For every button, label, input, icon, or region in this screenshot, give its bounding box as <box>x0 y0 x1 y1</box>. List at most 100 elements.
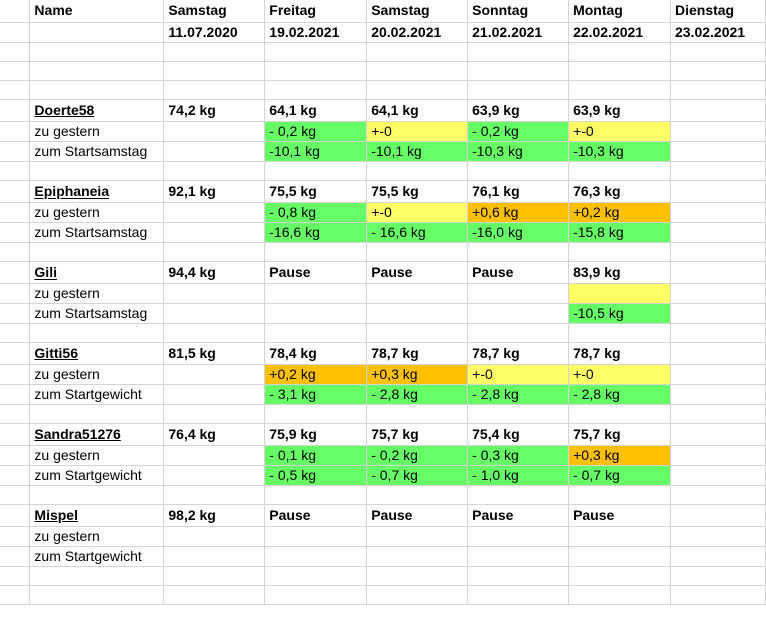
diff-start[interactable] <box>568 546 671 567</box>
header-day[interactable]: Samstag <box>366 0 469 23</box>
empty-cell[interactable] <box>0 566 31 586</box>
row-header-cell[interactable] <box>0 0 31 23</box>
start-weight[interactable]: 74,2 kg <box>163 99 266 122</box>
row-header-cell[interactable] <box>0 465 31 486</box>
weight-value[interactable]: 75,4 kg <box>467 423 570 446</box>
diff-start[interactable] <box>366 303 469 324</box>
row-header-cell[interactable] <box>0 99 31 122</box>
row-header-cell[interactable] <box>0 303 31 324</box>
empty-cell[interactable] <box>163 80 266 100</box>
empty-cell[interactable] <box>264 404 368 424</box>
empty-cell[interactable] <box>568 485 671 505</box>
empty-cell[interactable] <box>467 585 570 605</box>
empty-cell[interactable] <box>568 404 671 424</box>
empty-cell[interactable] <box>264 161 368 181</box>
row-label[interactable]: zum Startsamstag <box>29 303 165 324</box>
empty-cell[interactable] <box>163 585 266 605</box>
weight-value[interactable]: 63,9 kg <box>568 99 671 122</box>
diff-start[interactable]: - 1,0 kg <box>467 465 570 486</box>
weight-value[interactable]: Pause <box>568 504 671 527</box>
empty-cell[interactable] <box>670 485 766 505</box>
diff-yesterday[interactable]: +0,2 kg <box>264 364 368 385</box>
empty-cell[interactable] <box>264 323 368 343</box>
diff-yesterday[interactable] <box>568 526 671 547</box>
empty-cell[interactable] <box>0 404 31 424</box>
weight-value[interactable]: 64,1 kg <box>366 99 469 122</box>
weight-value[interactable]: 75,7 kg <box>366 423 469 446</box>
empty-cell[interactable] <box>0 242 31 262</box>
row-header-cell[interactable] <box>0 202 31 223</box>
row-label[interactable]: zu gestern <box>29 121 165 142</box>
row-label[interactable]: zu gestern <box>29 364 165 385</box>
empty-cell[interactable] <box>29 323 165 343</box>
weight-value[interactable]: 64,1 kg <box>264 99 368 122</box>
empty-cell[interactable] <box>163 242 266 262</box>
start-weight[interactable]: 94,4 kg <box>163 261 266 284</box>
empty-cell[interactable] <box>163 141 266 162</box>
empty-cell[interactable] <box>29 242 165 262</box>
diff-yesterday[interactable] <box>670 283 766 304</box>
empty-cell[interactable] <box>670 80 766 100</box>
weight-value[interactable]: 63,9 kg <box>467 99 570 122</box>
diff-yesterday[interactable]: +-0 <box>366 202 469 223</box>
diff-yesterday[interactable] <box>670 445 766 466</box>
diff-start[interactable] <box>467 546 570 567</box>
row-header-cell[interactable] <box>0 22 31 43</box>
weight-value[interactable]: 78,7 kg <box>467 342 570 365</box>
header-day[interactable]: Montag <box>568 0 671 23</box>
diff-start[interactable]: - 2,8 kg <box>568 384 671 405</box>
diff-start[interactable]: - 0,7 kg <box>366 465 469 486</box>
diff-start[interactable]: -10,3 kg <box>568 141 671 162</box>
empty-cell[interactable] <box>163 303 266 324</box>
diff-start[interactable] <box>670 546 766 567</box>
weight-value[interactable]: 83,9 kg <box>568 261 671 284</box>
diff-start[interactable]: -16,6 kg <box>264 222 368 243</box>
header-date[interactable]: 22.02.2021 <box>568 22 671 43</box>
empty-cell[interactable] <box>568 161 671 181</box>
diff-yesterday[interactable]: +0,3 kg <box>568 445 671 466</box>
diff-start[interactable]: - 0,5 kg <box>264 465 368 486</box>
weight-value[interactable]: 78,4 kg <box>264 342 368 365</box>
row-header-cell[interactable] <box>0 504 31 527</box>
empty-cell[interactable] <box>29 161 165 181</box>
empty-cell[interactable] <box>0 80 31 100</box>
diff-start[interactable]: - 2,8 kg <box>467 384 570 405</box>
start-weight[interactable]: 81,5 kg <box>163 342 266 365</box>
diff-start[interactable] <box>366 546 469 567</box>
row-label[interactable]: zum Startsamstag <box>29 222 165 243</box>
row-label[interactable]: zu gestern <box>29 526 165 547</box>
diff-yesterday[interactable] <box>670 526 766 547</box>
empty-cell[interactable] <box>568 80 671 100</box>
empty-cell[interactable] <box>163 161 266 181</box>
person-name[interactable]: Mispel <box>29 504 165 527</box>
diff-start[interactable] <box>670 303 766 324</box>
empty-cell[interactable] <box>568 42 671 62</box>
empty-cell[interactable] <box>366 42 469 62</box>
weight-value[interactable]: 75,5 kg <box>264 180 368 203</box>
empty-cell[interactable] <box>0 323 31 343</box>
weight-value[interactable] <box>670 504 766 527</box>
empty-cell[interactable] <box>467 242 570 262</box>
weight-value[interactable]: Pause <box>467 504 570 527</box>
weight-value[interactable] <box>670 423 766 446</box>
empty-cell[interactable] <box>163 202 266 223</box>
empty-cell[interactable] <box>670 61 766 81</box>
weight-value[interactable]: Pause <box>264 261 368 284</box>
empty-cell[interactable] <box>366 566 469 586</box>
empty-cell[interactable] <box>163 485 266 505</box>
diff-start[interactable] <box>670 384 766 405</box>
empty-cell[interactable] <box>568 242 671 262</box>
weight-value[interactable]: 75,9 kg <box>264 423 368 446</box>
diff-yesterday[interactable]: - 0,3 kg <box>467 445 570 466</box>
start-weight[interactable]: 98,2 kg <box>163 504 266 527</box>
diff-yesterday[interactable] <box>467 526 570 547</box>
diff-yesterday[interactable]: - 0,2 kg <box>467 121 570 142</box>
diff-start[interactable]: -10,1 kg <box>264 141 368 162</box>
diff-yesterday[interactable]: - 0,2 kg <box>264 121 368 142</box>
diff-start[interactable] <box>264 303 368 324</box>
row-label[interactable]: zum Startgewicht <box>29 384 165 405</box>
empty-cell[interactable] <box>366 242 469 262</box>
header-date[interactable]: 20.02.2021 <box>366 22 469 43</box>
row-header-cell[interactable] <box>0 261 31 284</box>
start-weight[interactable]: 76,4 kg <box>163 423 266 446</box>
